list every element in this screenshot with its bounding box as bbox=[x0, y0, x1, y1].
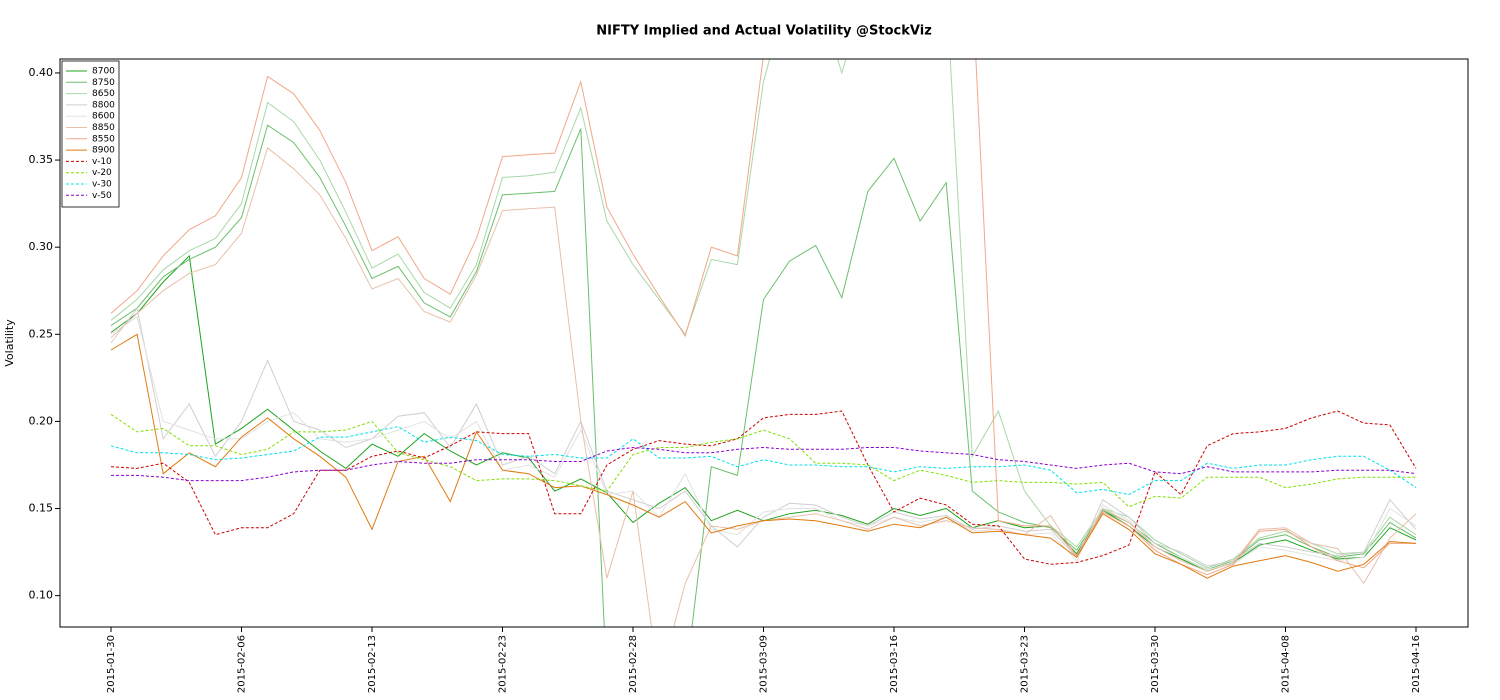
x-tick-label: 2015-03-30 bbox=[1150, 635, 1161, 693]
x-tick-label: 2015-02-06 bbox=[237, 635, 248, 693]
x-tick-label: 2015-02-28 bbox=[628, 635, 639, 693]
x-tick-label: 2015-03-16 bbox=[889, 635, 900, 693]
x-tick-label: 2015-02-23 bbox=[498, 635, 509, 693]
y-tick-label: 0.35 bbox=[29, 153, 54, 166]
legend-label: 8550 bbox=[92, 134, 115, 144]
y-tick-label: 0.15 bbox=[29, 502, 54, 515]
x-tick-label: 2015-04-08 bbox=[1281, 635, 1292, 693]
x-tick-label: 2015-03-09 bbox=[759, 635, 770, 693]
legend-label: 8750 bbox=[92, 78, 115, 88]
chart-title: NIFTY Implied and Actual Volatility @Sto… bbox=[596, 24, 932, 39]
y-tick-label: 0.30 bbox=[29, 240, 54, 253]
series-line bbox=[111, 446, 1417, 482]
x-tick-label: 2015-01-30 bbox=[106, 635, 117, 693]
series-line bbox=[110, 307, 1417, 567]
x-tick-label: 2015-03-23 bbox=[1020, 635, 1031, 693]
series-line bbox=[110, 410, 1417, 565]
legend-label: 8700 bbox=[92, 67, 115, 77]
y-tick-label: 0.20 bbox=[29, 414, 54, 427]
series-line bbox=[110, 59, 1416, 576]
legend-label: 8600 bbox=[92, 112, 115, 122]
legend-label: 8650 bbox=[92, 89, 115, 99]
series-line bbox=[110, 413, 1416, 508]
legend-label: v-50 bbox=[92, 191, 112, 201]
y-axis-label: Volatility bbox=[3, 319, 16, 367]
series-line bbox=[110, 333, 1417, 579]
legend-label: v-30 bbox=[92, 180, 112, 190]
legend-label: 8850 bbox=[92, 123, 115, 133]
y-tick-label: 0.40 bbox=[29, 66, 54, 79]
legend-label: 8900 bbox=[92, 146, 115, 156]
x-tick-label: 2015-02-13 bbox=[367, 635, 378, 693]
legend-label: v-10 bbox=[92, 157, 112, 167]
plot-lines bbox=[110, 59, 1417, 627]
x-tick-label: 2015-04-16 bbox=[1411, 635, 1422, 693]
legend-label: v-20 bbox=[92, 168, 112, 178]
series-line bbox=[110, 316, 1417, 571]
series-line bbox=[110, 59, 1417, 569]
legend-label: 8800 bbox=[92, 100, 115, 110]
legend-box bbox=[61, 60, 120, 208]
y-tick-label: 0.10 bbox=[29, 589, 54, 602]
y-tick-label: 0.25 bbox=[29, 327, 54, 340]
